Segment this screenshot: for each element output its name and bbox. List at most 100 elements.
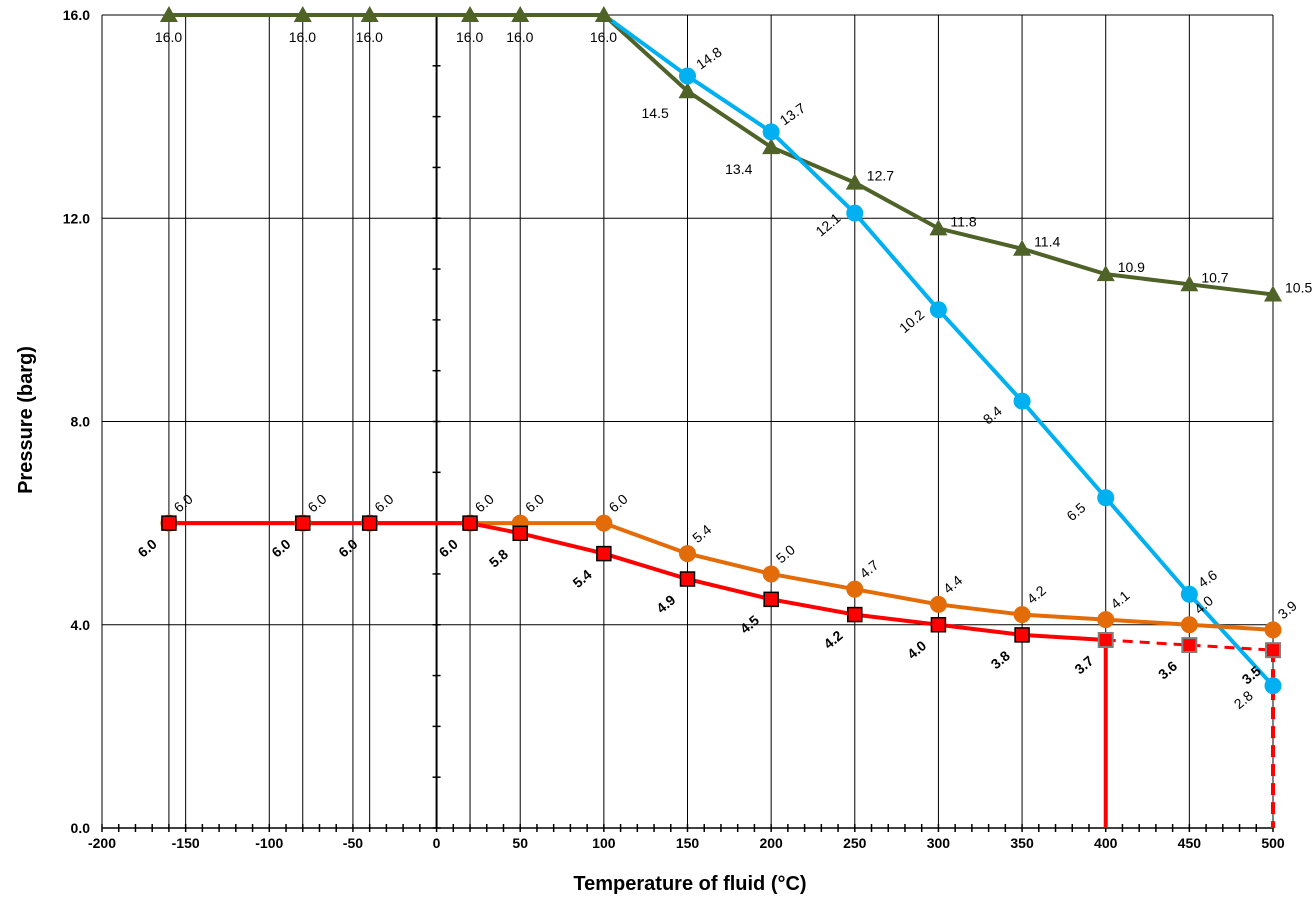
- x-tick-label: 350: [1010, 835, 1034, 851]
- x-tick-label: -150: [172, 835, 200, 851]
- green-data-label: 10.5: [1285, 279, 1312, 295]
- red-point: [930, 617, 947, 633]
- red-point: [1265, 642, 1281, 659]
- orange-data-label: 4.2: [1024, 582, 1049, 607]
- x-tick-label: 500: [1261, 835, 1285, 851]
- blue-point: [1180, 585, 1198, 603]
- green-data-label: 10.9: [1118, 259, 1145, 275]
- orange-data-label: 6.0: [522, 491, 547, 516]
- blue-data-label: 12.1: [812, 210, 843, 240]
- green-data-label: 12.7: [867, 168, 894, 184]
- y-tick-label: 4.0: [71, 617, 91, 633]
- orange-data-label: 4.4: [940, 572, 965, 597]
- orange-point: [1180, 616, 1198, 634]
- x-tick-label: 100: [592, 835, 616, 851]
- orange-data-label: 6.0: [304, 491, 329, 516]
- orange-data-label: 6.0: [606, 491, 631, 516]
- green-data-label: 14.5: [642, 105, 669, 121]
- red-data-label: 3.5: [1239, 663, 1264, 688]
- orange-data-label: 5.4: [689, 521, 714, 546]
- red-data-label: 6.0: [268, 536, 293, 561]
- blue-data-label: 6.5: [1063, 499, 1088, 524]
- orange-data-label: 6.0: [472, 491, 497, 516]
- red-data-label: 6.0: [335, 536, 360, 561]
- red-data-label: 4.5: [737, 612, 762, 637]
- red-point: [1014, 627, 1030, 643]
- blue-point: [1264, 677, 1282, 695]
- y-tick-label: 8.0: [71, 414, 91, 430]
- x-tick-label: 400: [1094, 835, 1118, 851]
- green-series-line: [168, 13, 1274, 297]
- red-data-label: 6.0: [436, 536, 461, 561]
- red-point: [596, 545, 612, 562]
- red-data-label: 3.7: [1071, 652, 1096, 677]
- green-data-label: 16.0: [289, 29, 316, 45]
- blue-data-label: 13.7: [777, 99, 809, 128]
- orange-data-label: 6.0: [371, 491, 396, 516]
- orange-point: [1264, 621, 1282, 639]
- green-point: [1013, 239, 1032, 256]
- orange-data-label: 4.7: [856, 557, 881, 582]
- orange-point: [679, 545, 696, 563]
- series-layer: [159, 6, 1282, 828]
- green-point: [845, 173, 864, 190]
- green-point: [511, 6, 530, 22]
- orange-data-label: 3.9: [1275, 597, 1300, 622]
- green-point: [762, 138, 781, 155]
- blue-point: [762, 123, 780, 141]
- red-data-label: 4.0: [904, 637, 929, 662]
- x-tick-label: 50: [512, 835, 528, 851]
- green-data-label: 16.0: [155, 29, 182, 45]
- x-tick-label: 250: [843, 835, 867, 851]
- red-point: [462, 515, 478, 531]
- red-data-label: 3.6: [1155, 657, 1180, 682]
- red-data-label: 4.2: [820, 627, 845, 652]
- green-point: [293, 6, 312, 22]
- blue-data-label: 4.6: [1195, 566, 1220, 590]
- orange-point: [1097, 611, 1115, 629]
- green-data-label: 11.4: [1034, 234, 1060, 250]
- orange-data-label: 5.0: [773, 541, 798, 566]
- green-data-label: 16.0: [590, 29, 617, 45]
- green-data-label: 10.7: [1201, 269, 1228, 285]
- x-tick-label: 300: [927, 835, 951, 851]
- green-data-label: 13.4: [725, 161, 752, 177]
- x-tick-label: 0: [433, 835, 441, 851]
- red-point: [161, 515, 177, 531]
- red-series-line: [168, 521, 1106, 642]
- red-series-dashed-line: [1105, 638, 1274, 652]
- red-data-label: 5.4: [570, 566, 595, 591]
- x-tick-label: -200: [88, 835, 116, 851]
- red-data-label: 3.8: [988, 647, 1013, 672]
- red-point: [512, 525, 528, 542]
- green-point: [929, 219, 948, 236]
- orange-point: [1013, 606, 1031, 624]
- y-axis-title: Pressure (barg): [15, 346, 37, 494]
- x-tick-label: -100: [255, 835, 283, 851]
- x-tick-label: -50: [343, 835, 363, 851]
- x-tick-label: 150: [676, 835, 700, 851]
- blue-data-label: 8.4: [980, 403, 1005, 428]
- blue-data-label: 2.8: [1231, 687, 1256, 712]
- red-data-label: 5.8: [486, 546, 511, 571]
- green-data-label: 11.8: [950, 213, 976, 229]
- x-tick-label: 200: [759, 835, 783, 851]
- orange-data-label: 6.0: [171, 491, 196, 516]
- blue-point: [679, 67, 696, 85]
- green-point: [159, 6, 178, 22]
- green-point: [360, 6, 379, 22]
- x-axis-title: Temperature of fluid (°C): [573, 873, 806, 895]
- green-point: [594, 6, 613, 22]
- green-point: [461, 6, 480, 22]
- red-point: [763, 591, 779, 608]
- red-point: [847, 606, 863, 623]
- orange-point: [595, 514, 613, 532]
- axes-layer: -200 -150 -100 -50 0 50 100 150 200 250 300 350 400 4…: [63, 7, 1285, 851]
- blue-point: [1097, 489, 1115, 507]
- red-point: [1181, 637, 1198, 654]
- green-data-label: 16.0: [356, 29, 383, 45]
- green-point: [678, 82, 697, 99]
- orange-data-label: 4.1: [1107, 587, 1132, 612]
